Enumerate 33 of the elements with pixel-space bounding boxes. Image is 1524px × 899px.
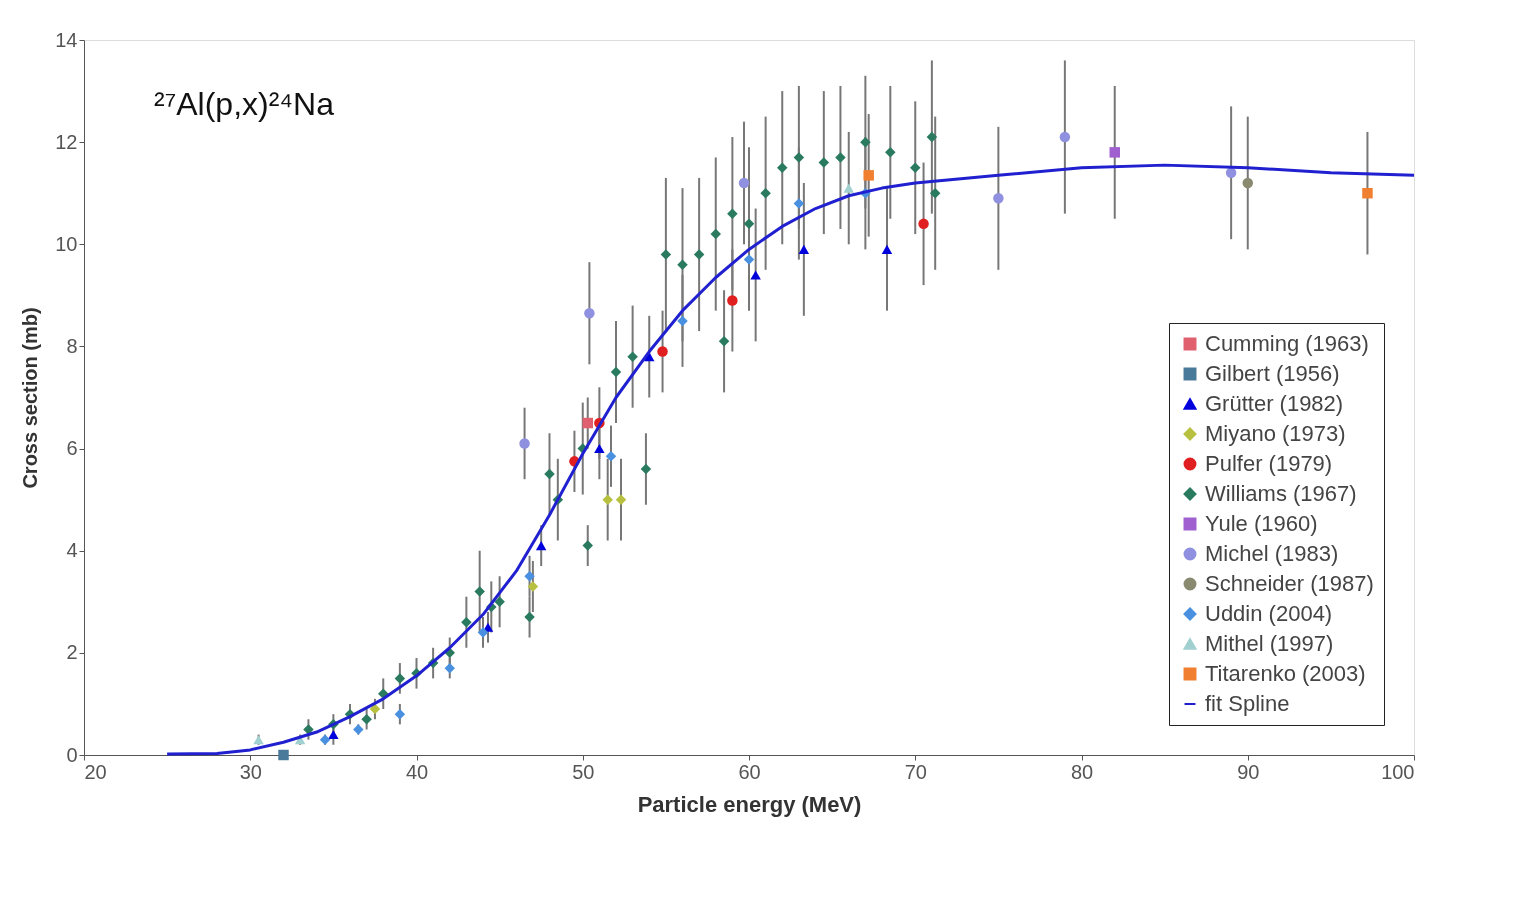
legend-label: Miyano (1973) — [1205, 421, 1346, 446]
x-tick-label: 70 — [904, 760, 927, 783]
legend-label: Grütter (1982) — [1205, 391, 1344, 416]
legend-label: Pulfer (1979) — [1205, 451, 1333, 476]
y-tick-label: 0 — [66, 743, 78, 766]
x-axis-title: Particle energy (MeV) — [637, 791, 862, 817]
legend-label: Mithel (1997) — [1205, 631, 1334, 656]
x-tick-label: 30 — [239, 760, 262, 783]
legend-label: Gilbert (1956) — [1205, 361, 1340, 386]
legend-label: Michel (1983) — [1205, 541, 1339, 566]
y-tick-label: 4 — [66, 539, 78, 562]
x-tick-label: 90 — [1237, 760, 1260, 783]
y-tick-label: 2 — [66, 641, 78, 664]
x-tick-label: 100 — [1381, 760, 1415, 783]
y-axis-title: Cross section (mb) — [19, 307, 42, 489]
legend-label: Schneider (1987) — [1205, 571, 1374, 596]
annotation: ²⁷Al(p,x)²⁴Na — [154, 86, 335, 122]
legend-label: Cumming (1963) — [1205, 331, 1369, 356]
x-tick-label: 60 — [738, 760, 761, 783]
x-tick-label: 20 — [84, 760, 107, 783]
legend-label: Titarenko (2003) — [1205, 661, 1366, 686]
legend-label: Yule (1960) — [1205, 511, 1318, 536]
y-tick-label: 12 — [55, 130, 78, 153]
x-tick-label: 50 — [572, 760, 595, 783]
legend-label: Williams (1967) — [1205, 481, 1357, 506]
y-tick-label: 14 — [55, 28, 78, 51]
y-tick-label: 8 — [66, 334, 78, 357]
x-tick-label: 80 — [1070, 760, 1094, 783]
y-tick-label: 10 — [55, 232, 78, 255]
x-tick-label: 40 — [405, 760, 429, 783]
legend-label: fit Spline — [1205, 691, 1290, 716]
y-tick-label: 6 — [66, 437, 78, 460]
legend-label: Uddin (2004) — [1205, 601, 1333, 626]
